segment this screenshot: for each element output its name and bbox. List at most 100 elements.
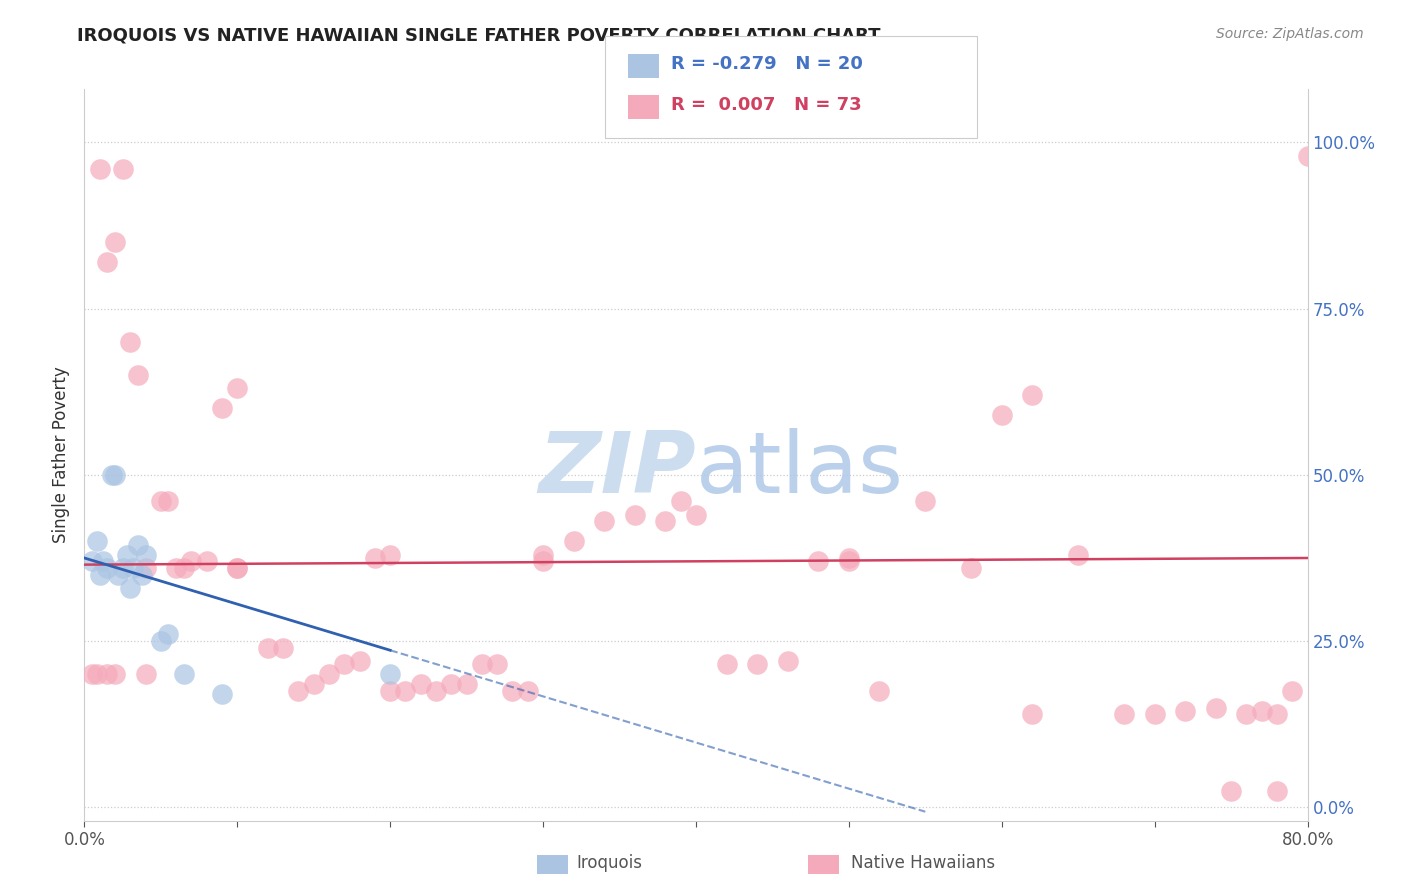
Text: atlas: atlas (696, 428, 904, 511)
Point (120, 581, 142, 595)
Point (96, 667, 118, 681)
Point (593, 515, 616, 529)
Point (122, 561, 145, 575)
Point (91, 554, 114, 568)
Point (107, 567, 129, 582)
Point (440, 677, 463, 691)
Point (80, 667, 103, 681)
Point (838, 551, 860, 566)
Point (1220, 783, 1243, 797)
Point (302, 677, 325, 691)
Point (716, 657, 738, 672)
Point (111, 561, 134, 575)
Text: R =  0.007   N = 73: R = 0.007 N = 73 (671, 96, 862, 114)
Point (747, 657, 769, 672)
Point (104, 467, 127, 482)
Point (562, 534, 585, 549)
Point (1143, 707, 1166, 722)
Point (127, 368, 149, 383)
Point (364, 551, 387, 566)
Point (89, 567, 111, 582)
Point (669, 494, 692, 508)
Point (115, 548, 138, 562)
Point (80, 554, 103, 568)
Point (380, 684, 402, 698)
Point (624, 508, 647, 522)
Point (685, 508, 707, 522)
Point (89, 161, 111, 176)
Point (157, 494, 180, 508)
Point (1067, 548, 1090, 562)
Point (1250, 704, 1272, 718)
Point (1281, 684, 1303, 698)
Point (425, 684, 447, 698)
Point (1021, 388, 1043, 402)
Point (86, 667, 108, 681)
Point (807, 554, 830, 568)
Point (157, 627, 180, 641)
Point (1236, 707, 1258, 722)
Point (471, 657, 494, 672)
Point (318, 667, 340, 681)
Point (104, 667, 127, 681)
Point (131, 567, 153, 582)
Point (394, 684, 416, 698)
Point (516, 684, 538, 698)
Point (127, 538, 149, 552)
Text: Source: ZipAtlas.com: Source: ZipAtlas.com (1216, 27, 1364, 41)
Point (195, 554, 218, 568)
Point (1114, 707, 1136, 722)
Point (173, 561, 195, 575)
Point (486, 657, 509, 672)
Point (349, 654, 371, 668)
Point (960, 561, 983, 575)
Point (211, 687, 233, 701)
Point (101, 467, 124, 482)
Point (914, 494, 936, 508)
Point (86, 534, 108, 549)
Point (135, 667, 157, 681)
Point (173, 667, 195, 681)
Point (1205, 700, 1227, 714)
Point (180, 554, 202, 568)
Point (165, 561, 187, 575)
Point (96, 561, 118, 575)
Text: IROQUOIS VS NATIVE HAWAIIAN SINGLE FATHER POVERTY CORRELATION CHART: IROQUOIS VS NATIVE HAWAIIAN SINGLE FATHE… (77, 27, 880, 45)
Point (502, 684, 524, 698)
Point (257, 640, 280, 655)
Point (409, 677, 432, 691)
Point (149, 634, 172, 648)
Point (120, 334, 142, 349)
Point (135, 548, 157, 562)
Point (991, 408, 1014, 422)
Point (776, 654, 799, 668)
Point (869, 684, 891, 698)
Point (1265, 707, 1288, 722)
Point (226, 561, 249, 575)
Y-axis label: Single Father Poverty: Single Father Poverty (52, 367, 70, 543)
Point (149, 494, 172, 508)
Point (838, 554, 860, 568)
Text: Iroquois: Iroquois (576, 855, 643, 872)
Text: R = -0.279   N = 20: R = -0.279 N = 20 (671, 55, 862, 73)
Point (226, 381, 249, 395)
Point (1296, 149, 1319, 163)
Point (1174, 704, 1197, 718)
Point (380, 548, 402, 562)
Text: Native Hawaiians: Native Hawaiians (851, 855, 995, 872)
Point (654, 515, 676, 529)
Point (211, 401, 233, 416)
Point (531, 554, 554, 568)
Point (333, 657, 356, 672)
Point (456, 677, 478, 691)
Text: ZIP: ZIP (538, 428, 696, 511)
Point (104, 235, 127, 249)
Point (1265, 783, 1288, 797)
Point (1021, 707, 1043, 722)
Point (531, 548, 554, 562)
Point (271, 640, 294, 655)
Point (135, 561, 157, 575)
Point (380, 667, 402, 681)
Point (96, 255, 118, 269)
Point (226, 561, 249, 575)
